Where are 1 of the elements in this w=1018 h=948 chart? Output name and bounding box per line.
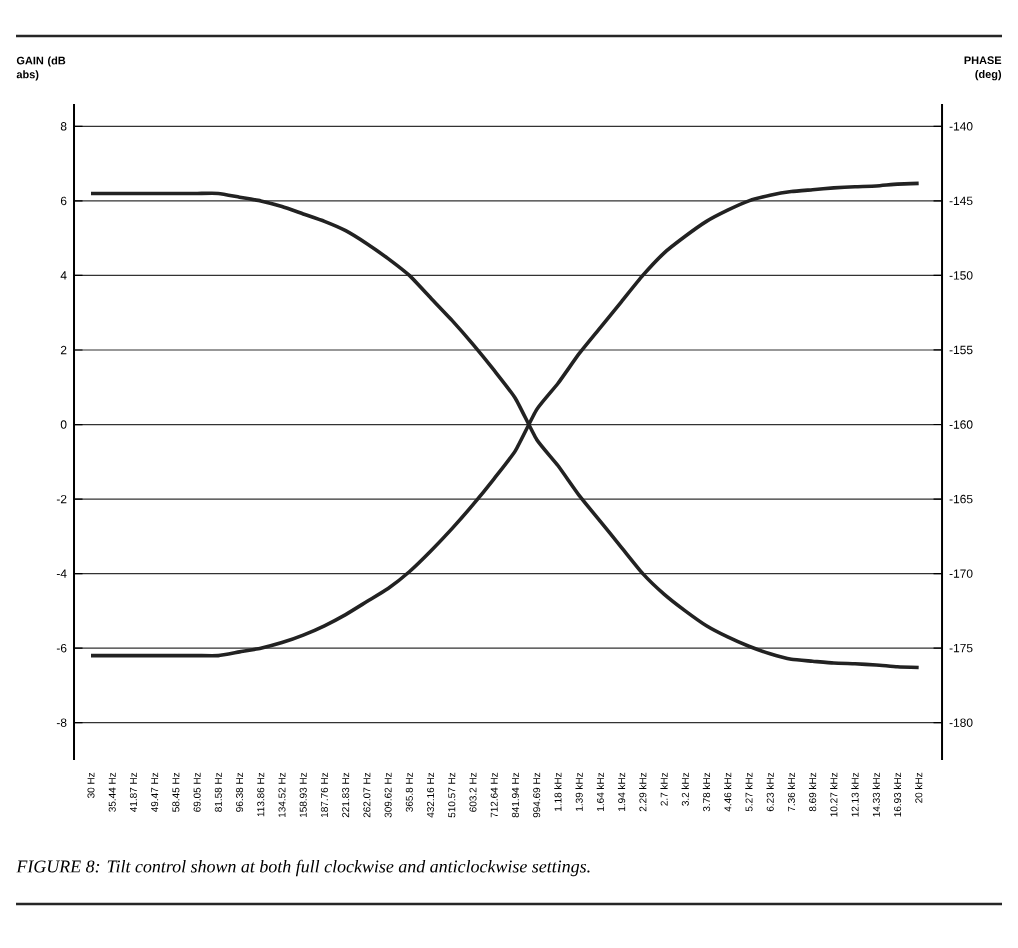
- caption: FIGURE 8: Tilt control shown at both full clockwise and anticlockwise settings.: [16, 859, 590, 877]
